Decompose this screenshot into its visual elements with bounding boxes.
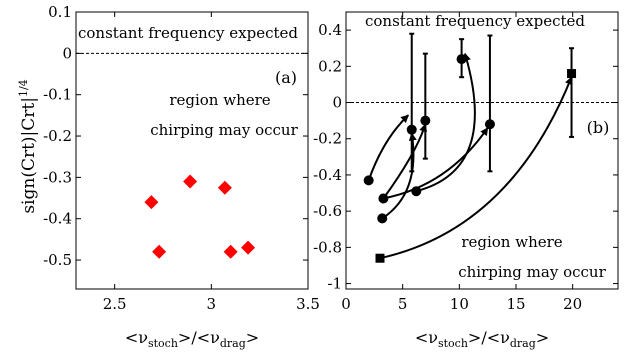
data-point-square — [567, 69, 577, 79]
x-tick-label: 10 — [450, 295, 469, 313]
y-tick-label: -0.4 — [43, 210, 72, 228]
x-axis-label: <νstoch>/<νdrag> — [125, 328, 259, 350]
y-tick-label: -0.6 — [313, 202, 342, 220]
data-point-circle — [420, 115, 431, 126]
data-point-circle — [377, 213, 388, 224]
annotation-chirping: chirping may occur — [458, 263, 606, 281]
data-point-diamond — [217, 180, 232, 195]
data-point-square — [375, 253, 385, 263]
y-tick-label: 0.1 — [48, 3, 72, 21]
y-tick-label: -0.1 — [43, 86, 72, 104]
panel-label: (a) — [275, 68, 297, 87]
data-point-diamond — [183, 174, 198, 189]
data-point-circle — [456, 54, 467, 65]
panel-a: 2.5 3 3.5 0.1 0 -0.1 -0.2 -0.3 -0.4 -0.5 <νstoch>/… — [17, 3, 320, 350]
x-tick-label: 15 — [506, 295, 525, 313]
x-axis-label-part: <ν — [415, 328, 438, 347]
y-tick-label: -0.2 — [43, 127, 72, 145]
x-axis-label-part: drag — [510, 337, 536, 350]
x-axis-label-part: >/<ν — [178, 328, 220, 347]
trajectory-arrow — [381, 132, 417, 220]
y-tick-label: -0.3 — [43, 168, 72, 186]
trajectory-arrow — [367, 114, 410, 181]
y-axis-label-exponent: 1/4 — [17, 79, 30, 97]
x-axis-label-part: >/<ν — [468, 328, 510, 347]
x-axis-label-part: <ν — [125, 328, 148, 347]
panel-label: (b) — [587, 118, 610, 137]
annotation-region-where: region where — [169, 91, 270, 109]
y-tick-label: -0.5 — [43, 251, 72, 269]
data-point-diamond — [241, 240, 256, 255]
trajectory-arrow — [416, 52, 476, 193]
data-point-diamond — [144, 195, 159, 210]
y-tick-label: 0.2 — [318, 57, 342, 75]
x-tick-label: 0 — [341, 295, 351, 313]
y-axis-label: sign(Crt)|Crt|1/4 — [17, 79, 39, 213]
y-tick-label: -0.2 — [313, 130, 342, 148]
data-point-circle — [378, 193, 389, 204]
y-tick-label: 0.4 — [318, 21, 342, 39]
annotation-constant-frequency: constant frequency expected — [78, 24, 298, 42]
plot-frame — [345, 11, 619, 290]
x-tick-label: 20 — [563, 295, 582, 313]
x-tick-label: 3 — [207, 295, 217, 313]
y-tick-label: -0.8 — [313, 238, 342, 256]
y-tick-label: -1 — [327, 275, 342, 293]
plot-frame — [75, 11, 309, 290]
data-point-circle — [484, 119, 495, 130]
data-point-diamond — [223, 244, 238, 259]
panel-b: 0 5 10 15 20 0.4 0.2 0 -0.2 -0.4 -0.6 -0.8 -1 <νstoch… — [313, 11, 619, 350]
y-axis-label-main: sign(Crt)|Crt| — [19, 97, 39, 214]
x-axis-label-part: drag — [220, 337, 246, 350]
data-point-diamond — [152, 244, 167, 259]
x-tick-label: 2.5 — [103, 295, 127, 313]
x-tick-label: 5 — [398, 295, 408, 313]
trajectory-arrow — [379, 76, 573, 260]
x-axis-label-part: > — [246, 328, 259, 347]
y-tick-label: 0 — [332, 94, 342, 112]
y-tick-label: 0 — [62, 44, 72, 62]
data-point-circle — [406, 124, 417, 135]
data-point-circle — [411, 186, 422, 197]
x-axis-label-part: stoch — [148, 337, 178, 350]
x-tick-label: 3.5 — [296, 295, 320, 313]
annotation-region-where: region where — [461, 233, 562, 251]
x-axis-label: <νstoch>/<νdrag> — [415, 328, 549, 350]
trajectory-arrow — [383, 127, 489, 200]
annotation-constant-frequency: constant frequency expected — [365, 12, 585, 30]
y-tick-label: -0.4 — [313, 166, 342, 184]
data-point-circle — [363, 175, 374, 186]
x-axis-label-part: stoch — [438, 337, 468, 350]
trajectory-arrow — [382, 123, 427, 200]
annotation-chirping: chirping may occur — [150, 121, 298, 139]
x-axis-label-part: > — [536, 328, 549, 347]
